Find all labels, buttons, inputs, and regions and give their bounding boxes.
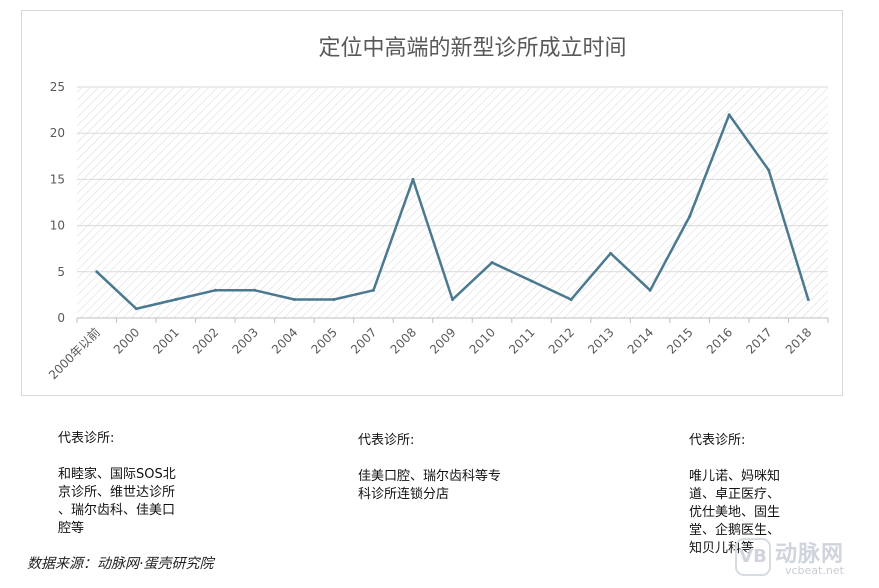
x-tick-label: 2013 xyxy=(585,325,616,356)
data-point xyxy=(767,168,771,172)
x-tick-label: 2000 xyxy=(111,325,142,356)
annotation-recent-body: 唯儿诺、妈咪知 道、卓正医疗、 优仕美地、固生 堂、企鹅医生、 知贝儿科等 xyxy=(689,469,781,556)
x-tick-label: 2015 xyxy=(664,325,695,356)
x-tick-label: 2005 xyxy=(309,325,340,356)
data-point xyxy=(213,288,217,292)
y-tick-label: 25 xyxy=(50,80,65,94)
y-tick-label: 15 xyxy=(50,172,65,186)
data-point xyxy=(253,288,257,292)
y-tick-label: 20 xyxy=(50,126,65,140)
data-point xyxy=(371,288,375,292)
x-tick-label: 2018 xyxy=(783,325,814,356)
data-source: 数据来源：动脉网·蛋壳研究院 xyxy=(27,556,214,572)
annotation-recent-title: 代表诊所: xyxy=(689,433,746,448)
x-tick-label: 2010 xyxy=(467,325,498,356)
annotation-middle: 代表诊所: 佳美口腔、瑞尔齿科等专 科诊所连锁分店 xyxy=(358,414,543,522)
annotation-middle-title: 代表诊所: xyxy=(358,433,415,448)
data-point xyxy=(134,307,138,311)
x-tick-label: 2001 xyxy=(150,325,181,356)
logo-mark-icon: VB xyxy=(735,538,771,576)
x-tick-label: 2014 xyxy=(625,325,656,356)
watermark-logo: VB 动脉网 vcbeat.net xyxy=(735,534,870,580)
data-point xyxy=(806,298,810,302)
data-point xyxy=(688,214,692,218)
logo-name: 动脉网 xyxy=(775,542,845,567)
data-point xyxy=(332,298,336,302)
data-point xyxy=(648,288,652,292)
x-tick-label: 2017 xyxy=(743,325,774,356)
x-tick-label: 2008 xyxy=(388,325,419,356)
x-tick-label: 2003 xyxy=(229,325,260,356)
x-tick-label: 2009 xyxy=(427,325,458,356)
x-tick-label: 2011 xyxy=(506,325,537,356)
annotation-early-title: 代表诊所: xyxy=(58,431,115,446)
data-point xyxy=(727,113,731,117)
annotation-early-body: 和睦家、国际SOS北 京诊所、维世达诊所 、瑞尔齿科、佳美口 腔等 xyxy=(58,467,176,536)
data-point xyxy=(292,298,296,302)
data-point xyxy=(569,298,573,302)
data-point xyxy=(609,251,613,255)
logo-url: vcbeat.net xyxy=(785,564,844,577)
y-tick-label: 0 xyxy=(57,311,65,325)
x-tick-label: 2016 xyxy=(704,325,735,356)
y-tick-label: 10 xyxy=(50,219,65,233)
line-chart: 定位中高端的新型诊所成立时间 0 5 10 15 20 25 2000年以前 2000 2001 2… xyxy=(45,36,829,383)
x-tick-label: 2004 xyxy=(269,325,300,356)
chart-title: 定位中高端的新型诊所成立时间 xyxy=(318,36,626,61)
x-tick-label: 2007 xyxy=(348,325,379,356)
annotation-middle-body: 佳美口腔、瑞尔齿科等专 科诊所连锁分店 xyxy=(358,469,502,502)
annotation-recent: 代表诊所: 唯儿诺、妈咪知 道、卓正医疗、 优仕美地、固生 堂、企鹅医生、 知贝… xyxy=(689,414,809,576)
y-tick-label: 5 xyxy=(57,265,65,279)
x-tick-label: 2002 xyxy=(190,325,221,356)
data-point xyxy=(530,279,534,283)
data-point xyxy=(411,177,415,181)
x-tick-label: 2012 xyxy=(546,325,577,356)
chart-frame: 定位中高端的新型诊所成立时间 0 5 10 15 20 25 2000年以前 2000 2001 2… xyxy=(21,10,843,396)
data-point xyxy=(174,298,178,302)
data-point xyxy=(490,261,494,265)
data-point xyxy=(95,270,99,274)
data-point xyxy=(451,298,454,302)
annotation-early: 代表诊所: 和睦家、国际SOS北 京诊所、维世达诊所 、瑞尔齿科、佳美口 腔等 xyxy=(58,412,208,556)
x-tick-label: 2000年以前 xyxy=(45,325,103,383)
plot-area xyxy=(77,87,828,318)
